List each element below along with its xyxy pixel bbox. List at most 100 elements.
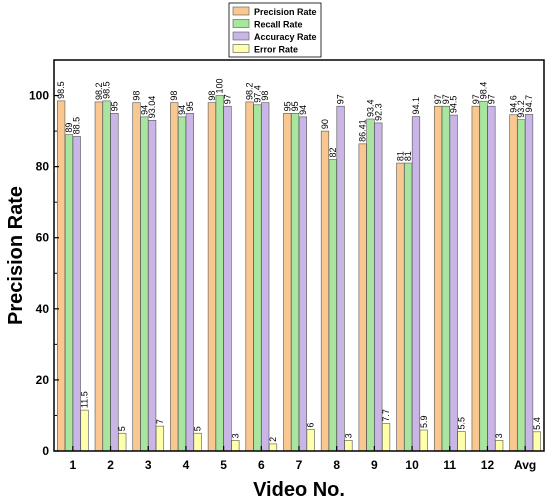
- x-tick-label: 12: [481, 458, 495, 472]
- data-label: 98.2: [245, 82, 255, 100]
- bar: [381, 423, 391, 452]
- bar: [177, 116, 187, 452]
- bar: [57, 100, 66, 452]
- bar: [155, 425, 165, 452]
- bar: [441, 105, 450, 452]
- bar: [532, 431, 541, 452]
- data-label: 94: [298, 105, 308, 115]
- bar: [185, 113, 194, 452]
- y-tick-label: 100: [29, 89, 49, 103]
- bar: [306, 429, 315, 452]
- data-label: 93.2: [516, 100, 526, 118]
- bar: [419, 429, 428, 452]
- bars-group: [57, 95, 541, 452]
- legend-swatch: [232, 31, 250, 41]
- x-tick-label: 5: [220, 458, 227, 472]
- bar: [102, 100, 111, 452]
- data-label: 97: [486, 94, 496, 104]
- bar: [495, 440, 504, 452]
- bar: [207, 102, 217, 452]
- data-label: 97: [336, 94, 346, 104]
- bar: [223, 105, 232, 452]
- data-label: 97.4: [252, 85, 262, 103]
- x-tick-label: 1: [70, 458, 77, 472]
- bar: [253, 104, 262, 452]
- bar: [433, 105, 443, 452]
- bar: [524, 114, 534, 452]
- y-axis: 0 20 40 60 80 100: [29, 89, 59, 458]
- data-label: 5.9: [419, 416, 429, 429]
- bar: [80, 409, 89, 452]
- data-label: 5.5: [456, 417, 466, 430]
- data-label: 86.41: [358, 119, 368, 142]
- x-tick-label: 11: [443, 458, 456, 472]
- y-tick-label: 20: [36, 373, 50, 387]
- data-label: 5: [117, 426, 127, 431]
- data-label: 11.5: [80, 391, 90, 408]
- data-label: 97: [433, 94, 443, 104]
- bar: [336, 105, 345, 452]
- data-label: 94.5: [449, 96, 459, 114]
- data-label: 97: [441, 94, 451, 104]
- bar: [132, 102, 141, 452]
- x-axis: 1 2 3 4 5 6 7 8 9 10 11 12 Avg: [70, 446, 536, 472]
- bar: [245, 101, 254, 452]
- x-tick-label: 10: [405, 458, 419, 472]
- bar: [110, 113, 119, 452]
- data-label: 100: [215, 79, 225, 94]
- bar: [261, 102, 270, 452]
- legend-swatch: [232, 6, 250, 16]
- bar: [118, 432, 127, 452]
- bar: [411, 116, 421, 452]
- legend: Precision Rate Recall Rate Accuracy Rate Er…: [228, 2, 322, 58]
- data-label: 94.6: [508, 95, 518, 113]
- bar: [64, 134, 74, 452]
- data-label: 5.4: [532, 417, 542, 430]
- x-tick-label: 2: [107, 458, 114, 472]
- x-tick-label: Avg: [514, 458, 536, 472]
- legend-swatch: [232, 19, 250, 28]
- bar: [290, 113, 300, 452]
- bar: [298, 116, 308, 452]
- data-label: 94: [139, 105, 149, 115]
- data-label: 93.04: [147, 96, 157, 119]
- bar: [148, 119, 157, 452]
- data-label: 98: [260, 91, 270, 101]
- y-axis-title: Precision Rate: [5, 186, 27, 325]
- data-label: 98: [169, 91, 179, 101]
- data-label: 94: [177, 105, 187, 115]
- data-label: 95: [185, 101, 195, 111]
- data-label: 5: [193, 426, 203, 431]
- bar: [358, 143, 367, 452]
- data-label: 98: [207, 91, 217, 101]
- data-label: 98: [132, 91, 142, 101]
- x-tick-label: 6: [258, 458, 265, 472]
- data-label: 81: [403, 151, 413, 161]
- bar: [140, 116, 149, 452]
- data-label: 7: [155, 419, 165, 424]
- data-label: 6: [306, 423, 316, 428]
- bar: [193, 432, 202, 452]
- bar: [170, 102, 179, 452]
- data-label: 95: [109, 101, 119, 111]
- bar: [509, 114, 518, 452]
- data-label: 95: [290, 101, 300, 111]
- data-label: 97: [471, 94, 481, 104]
- legend-label: Accuracy Rate: [254, 32, 317, 42]
- bar: [404, 162, 413, 452]
- bar: [449, 114, 458, 452]
- data-label: 95: [282, 101, 292, 111]
- data-label: 92.3: [373, 103, 383, 121]
- bar: [328, 159, 337, 452]
- data-label: 97: [223, 94, 233, 104]
- bar: [374, 122, 383, 452]
- bar: [471, 105, 480, 452]
- x-tick-label: 8: [333, 458, 340, 472]
- x-tick-label: 4: [183, 458, 190, 472]
- bar: [268, 443, 278, 452]
- x-tick-label: 3: [145, 458, 152, 472]
- data-label: 82: [328, 148, 338, 158]
- data-label: 2: [268, 437, 278, 442]
